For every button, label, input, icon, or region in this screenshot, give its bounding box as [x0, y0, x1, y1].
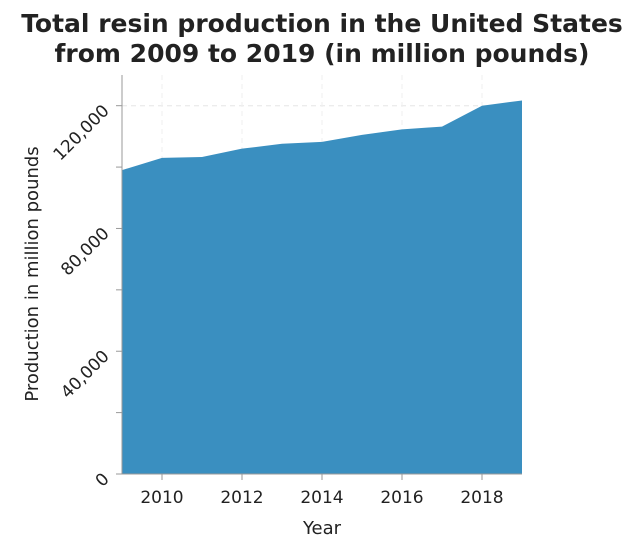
chart-title-line-2: from 2009 to 2019 (in million pounds): [55, 39, 590, 68]
x-tick-label-3: 2016: [380, 488, 423, 508]
y-tick-label-1: 40,000: [57, 347, 113, 403]
area-series: [122, 100, 522, 475]
x-axis-title: Year: [302, 518, 342, 539]
y-tick-label-0: 0: [92, 469, 114, 491]
x-tick-label-1: 2012: [220, 488, 263, 508]
y-tick-label-2: 80,000: [57, 224, 113, 280]
y-tick-label-3: 120,000: [50, 101, 114, 165]
plot-area: [122, 100, 522, 475]
y-axis-ticks: 0 40,000 80,000 120,000: [50, 101, 122, 491]
x-tick-label-2: 2014: [300, 488, 343, 508]
x-tick-label-0: 2010: [140, 488, 183, 508]
y-axis-title: Production in million pounds: [22, 146, 43, 401]
x-tick-label-4: 2018: [460, 488, 503, 508]
chart-title-line-1: Total resin production in the United Sta…: [21, 9, 623, 38]
x-axis-ticks: 2010 2012 2014 2016 2018: [140, 474, 504, 508]
